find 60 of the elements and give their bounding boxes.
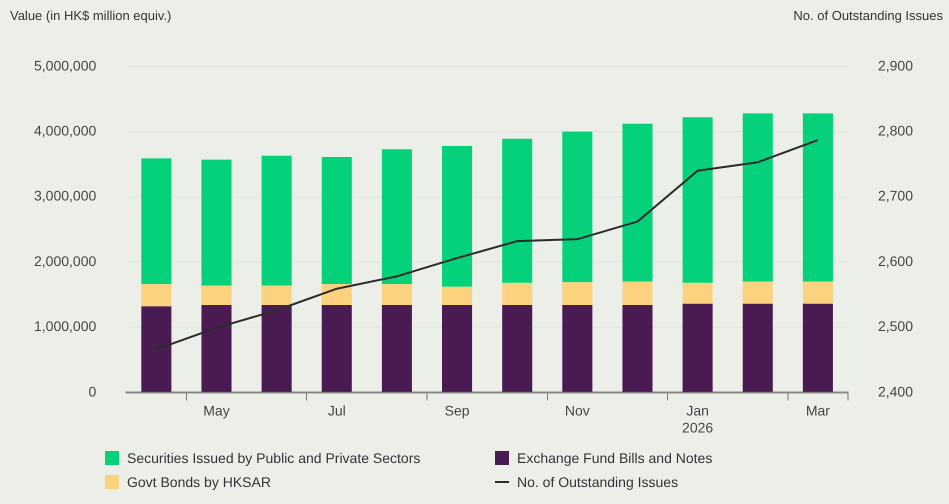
- bar: [622, 282, 653, 306]
- bar: [562, 132, 592, 282]
- bar: [502, 305, 532, 392]
- bar: [322, 157, 352, 284]
- legend-label: No. of Outstanding Issues: [517, 474, 678, 490]
- bar: [682, 282, 713, 304]
- bar: [502, 138, 532, 283]
- y-tick-label: 1,000,000: [34, 318, 96, 334]
- bar: [141, 284, 172, 306]
- bar: [442, 286, 472, 306]
- bar: [141, 306, 172, 392]
- bar: [322, 284, 352, 306]
- bar: [262, 305, 292, 392]
- bar: [622, 305, 653, 392]
- bar: [622, 124, 653, 282]
- bar: [382, 149, 412, 284]
- y-tick-label: 2,000,000: [34, 252, 96, 269]
- bar: [802, 304, 833, 392]
- bar: [802, 282, 833, 304]
- x-tick-label: May: [203, 402, 230, 419]
- y-tick-label: 0: [88, 383, 96, 400]
- bar: [201, 285, 232, 306]
- bar: [682, 304, 713, 392]
- y-axis-title: Value (in HK$ million equiv.): [10, 8, 172, 23]
- bar: [742, 282, 773, 304]
- bar: [382, 305, 412, 392]
- x-tick-label: Mar: [806, 402, 830, 419]
- y2-tick-label: 2,700: [878, 188, 914, 204]
- bar: [201, 160, 232, 286]
- bar: [742, 113, 773, 282]
- y-tick-label: 3,000,000: [34, 188, 96, 204]
- y-tick-label: 5,000,000: [34, 57, 96, 74]
- y-tick-label: 4,000,000: [34, 122, 96, 138]
- y2-tick-label: 2,500: [878, 318, 914, 334]
- y2-tick-label: 2,900: [878, 57, 914, 74]
- bar: [442, 146, 472, 287]
- bar: [562, 282, 592, 306]
- x-tick-label: Nov: [564, 402, 590, 419]
- x-tick-label: Sep: [444, 402, 470, 419]
- bar: [322, 305, 352, 392]
- bar: [262, 156, 292, 286]
- legend-label: Govt Bonds by HKSAR: [127, 474, 271, 490]
- bar: [742, 304, 773, 392]
- bar: [682, 117, 713, 283]
- legend-label: Exchange Fund Bills and Notes: [517, 450, 712, 466]
- x-tick-label: Jan 2026: [682, 402, 714, 436]
- y2-tick-label: 2,800: [878, 122, 914, 138]
- bar: [262, 285, 292, 306]
- y2-tick-label: 2,600: [878, 252, 914, 269]
- bar: [442, 305, 472, 392]
- y2-tick-label: 2,400: [878, 383, 914, 400]
- bar: [201, 305, 232, 392]
- bar: [562, 305, 592, 392]
- y2-axis-title: No. of Outstanding Issues: [793, 8, 943, 23]
- legend-label: Securities Issued by Public and Private Sectors: [127, 450, 420, 466]
- x-tick-label: Jul: [328, 402, 346, 419]
- bar: [802, 113, 833, 282]
- bar: [502, 282, 532, 306]
- bar: [141, 158, 172, 284]
- bar: [382, 284, 412, 306]
